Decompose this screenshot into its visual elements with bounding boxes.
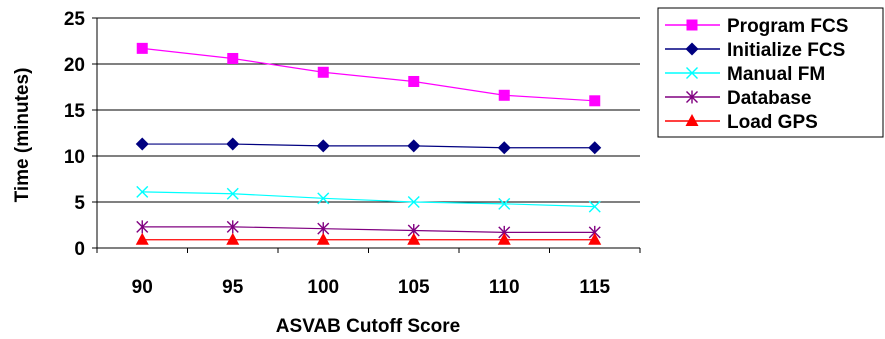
series-lines xyxy=(135,42,602,245)
data-point xyxy=(226,187,239,200)
x-axis-title: ASVAB Cutoff Score xyxy=(276,316,460,337)
data-point xyxy=(686,90,698,104)
legend-item: Database xyxy=(665,88,812,109)
legend-item: Initialize FCS xyxy=(665,40,845,61)
x-tick-label: 95 xyxy=(222,277,244,298)
legend-item: Manual FM xyxy=(665,64,825,85)
data-point xyxy=(226,220,239,234)
legend-label: Load GPS xyxy=(727,112,818,133)
x-tick-label: 90 xyxy=(132,277,153,298)
series-program-fcs xyxy=(136,42,601,107)
data-point xyxy=(588,232,602,245)
axes xyxy=(92,17,641,253)
series-line xyxy=(142,226,595,233)
data-point xyxy=(497,141,511,155)
y-axis-title: Time (minutes) xyxy=(12,68,33,203)
series-load-gps xyxy=(135,232,602,245)
data-point xyxy=(317,66,329,78)
data-point xyxy=(498,197,511,210)
data-point xyxy=(407,232,421,245)
data-point xyxy=(136,185,149,198)
data-point xyxy=(316,139,330,153)
legend-label: Database xyxy=(727,88,812,109)
y-tick-label: 20 xyxy=(64,55,85,76)
legend-item: Program FCS xyxy=(665,16,848,37)
x-tick-label: 115 xyxy=(579,277,610,298)
y-tick-label: 15 xyxy=(64,101,86,122)
data-point xyxy=(685,114,699,126)
y-tick-label: 25 xyxy=(64,9,86,30)
series-manual-fm xyxy=(136,185,601,213)
data-point xyxy=(408,75,420,87)
data-point xyxy=(407,196,420,208)
data-point xyxy=(498,89,510,101)
legend: Program FCS Initialize FCS Manual FM Databa… xyxy=(657,7,884,138)
data-point xyxy=(135,137,149,151)
series-line xyxy=(142,191,595,208)
data-point xyxy=(135,232,149,245)
gridlines xyxy=(97,17,640,203)
data-point xyxy=(317,192,330,205)
y-tick-label: 5 xyxy=(74,193,85,214)
data-point xyxy=(407,139,421,153)
data-point xyxy=(227,52,239,64)
data-point xyxy=(686,67,698,79)
legend-items: Program FCS Initialize FCS Manual FM Databa… xyxy=(665,16,848,133)
x-tick-labels: 90 95 100 105 110 115 xyxy=(132,277,611,298)
series-initialize-fcs xyxy=(135,137,602,155)
data-point xyxy=(226,137,240,151)
y-tick-label: 0 xyxy=(74,239,85,260)
legend-item: Load GPS xyxy=(665,112,818,133)
series-database xyxy=(136,220,601,239)
data-point xyxy=(136,42,148,54)
data-point xyxy=(685,42,699,56)
data-point xyxy=(497,232,511,245)
legend-label: Manual FM xyxy=(727,64,825,85)
x-tick-label: 100 xyxy=(307,277,339,298)
data-point xyxy=(589,95,601,107)
data-point xyxy=(588,141,602,155)
x-tick-label: 105 xyxy=(398,277,430,298)
data-point xyxy=(316,232,330,245)
legend-label: Initialize FCS xyxy=(727,40,845,61)
x-tick-label: 110 xyxy=(489,277,520,298)
y-tick-labels: 0 5 10 15 20 25 xyxy=(64,9,86,260)
data-point xyxy=(588,200,601,213)
legend-label: Program FCS xyxy=(727,16,848,37)
series-line xyxy=(142,143,595,149)
data-point xyxy=(226,232,240,245)
data-point xyxy=(136,220,149,234)
series-line xyxy=(142,47,595,102)
data-point xyxy=(686,19,698,31)
y-tick-label: 10 xyxy=(64,147,85,168)
